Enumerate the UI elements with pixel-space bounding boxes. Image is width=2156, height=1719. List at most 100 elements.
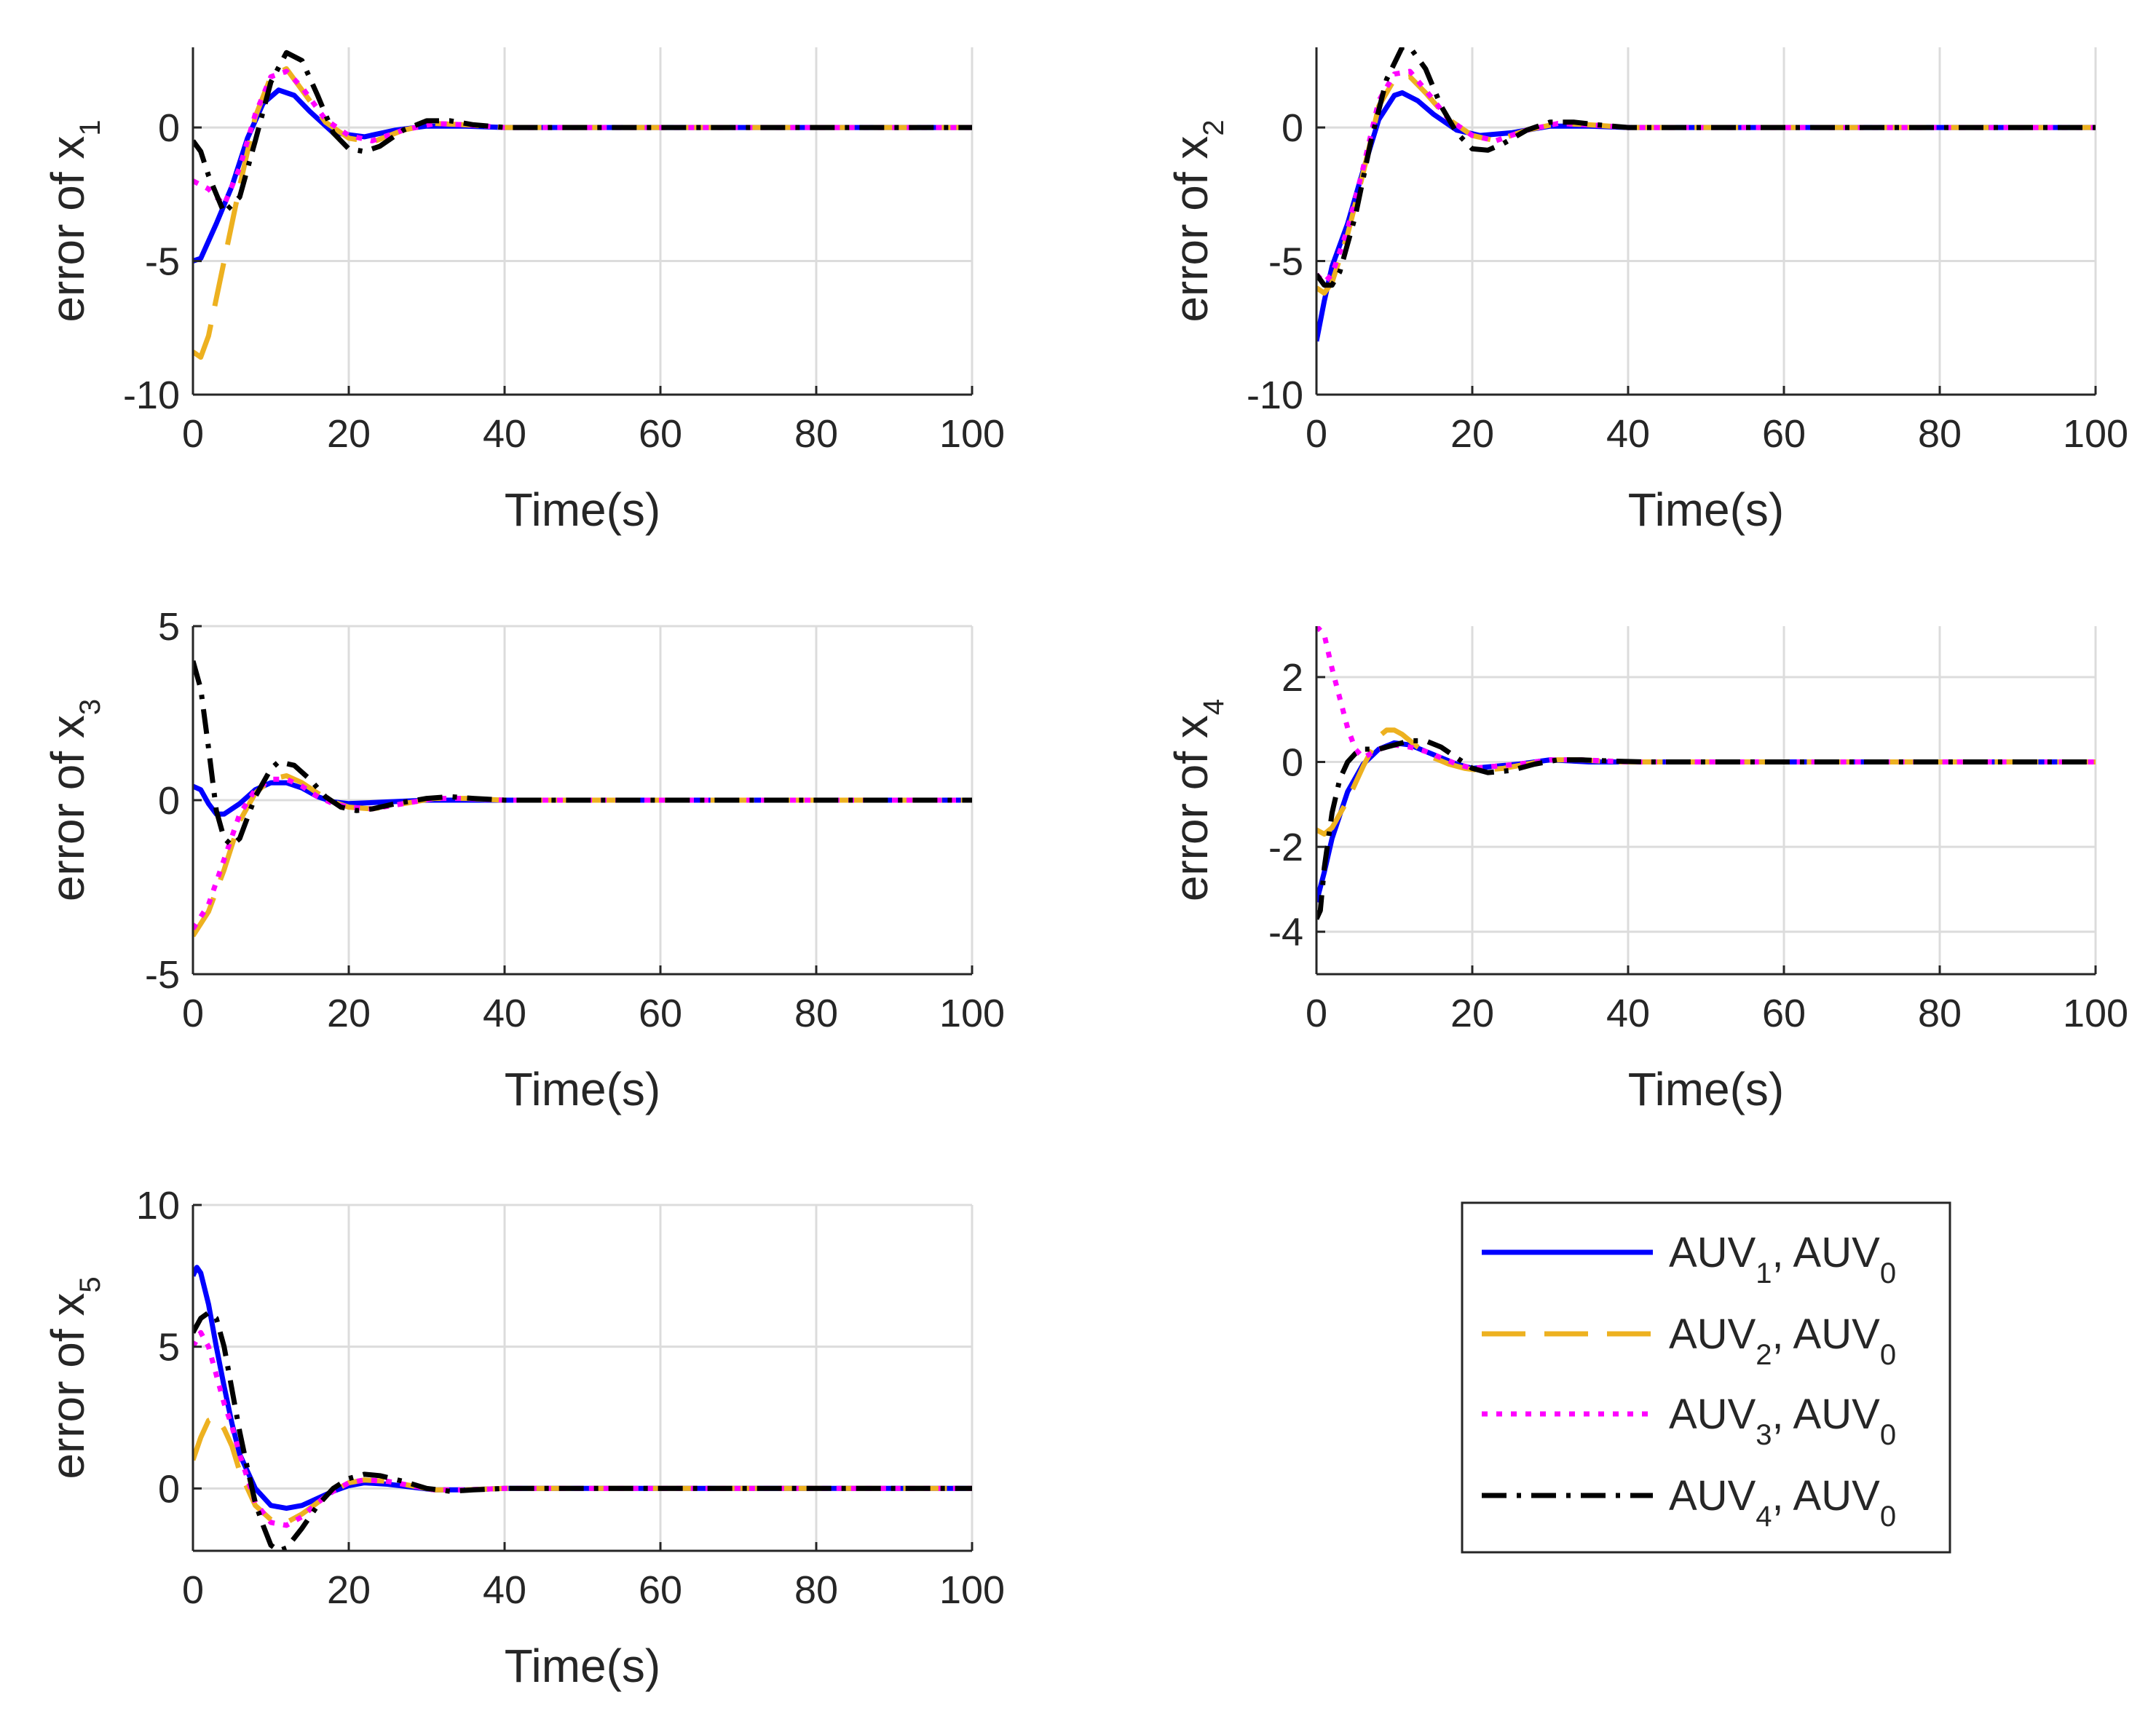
legend-entry-auv4: AUV4, AUV0 (1482, 1472, 1896, 1533)
legend-label-main2: AUV (1793, 1391, 1881, 1438)
series-line-auv4 (193, 1310, 972, 1551)
y-axis-label-main: error of x (42, 1293, 94, 1479)
y-axis-label: error of x1 (42, 119, 106, 322)
subplot-2: 0 20 40 60 80 100 -10 -5 0 Time(s) error of x2 (1165, 47, 2128, 536)
x-axis-label: Time(s) (1628, 483, 1784, 536)
x-tick-label: 20 (327, 992, 371, 1035)
series-line-auv4 (1316, 47, 2096, 288)
x-tick-label: 80 (794, 1568, 838, 1612)
y-tick-label: -5 (1268, 240, 1303, 284)
x-axis-label: Time(s) (505, 1063, 660, 1115)
y-axis-label: error of x4 (1165, 699, 1230, 901)
x-tick-label: 20 (327, 1568, 371, 1612)
y-axis-label: error of x5 (42, 1276, 106, 1479)
y-axis-label-main: error of x (1165, 715, 1217, 901)
y-axis-label-main: error of x (1165, 136, 1217, 323)
legend-entry-auv3: AUV3, AUV0 (1482, 1391, 1896, 1451)
x-tick-label: 40 (1606, 992, 1650, 1035)
y-axis-label-subscript: 5 (74, 1276, 106, 1292)
legend-label: AUV1, AUV0 (1669, 1229, 1896, 1289)
y-axis-label-subscript: 3 (74, 699, 106, 715)
x-tick-label: 100 (2063, 412, 2128, 456)
y-axis-label-main: error of x (42, 136, 94, 323)
x-tick-label: 60 (639, 992, 682, 1035)
x-tick-label: 60 (1762, 412, 1806, 456)
legend-label-main: AUV (1669, 1472, 1756, 1520)
x-tick-label: 80 (794, 992, 838, 1035)
legend-label-subscript2: 0 (1880, 1339, 1896, 1371)
y-tick-label: -5 (145, 240, 180, 284)
y-tick-label: 10 (136, 1184, 180, 1228)
series-line-auv2 (193, 773, 972, 938)
legend-label-subscript2: 0 (1880, 1257, 1896, 1289)
legend-label-subscript: 2 (1756, 1339, 1772, 1371)
plot-area (1316, 626, 2096, 974)
legend-label-subscript: 4 (1756, 1501, 1772, 1533)
legend-label-separator: , (1772, 1229, 1793, 1276)
legend-label-separator: , (1772, 1391, 1793, 1438)
x-tick-label: 20 (1450, 992, 1494, 1035)
legend-label-main2: AUV (1793, 1311, 1881, 1358)
y-tick-label: 0 (158, 106, 180, 150)
legend-label: AUV3, AUV0 (1669, 1391, 1896, 1451)
x-tick-label: 20 (327, 412, 371, 456)
x-axis-label: Time(s) (505, 483, 660, 536)
x-tick-label: 0 (182, 992, 204, 1035)
legend-label-subscript2: 0 (1880, 1419, 1896, 1451)
legend-label-main: AUV (1669, 1391, 1756, 1438)
y-tick-label: 2 (1282, 656, 1303, 700)
y-axis-label-subscript: 4 (1198, 699, 1230, 715)
x-tick-label: 0 (182, 412, 204, 456)
x-tick-label: 40 (1606, 412, 1650, 456)
x-axis-label: Time(s) (1628, 1063, 1784, 1115)
x-tick-label: 0 (1306, 412, 1327, 456)
legend-entry-auv2: AUV2, AUV0 (1482, 1311, 1896, 1371)
y-tick-label: -5 (145, 953, 180, 997)
legend-label-separator: , (1772, 1472, 1793, 1520)
y-tick-label: 5 (158, 605, 180, 649)
legend-label-subscript2: 0 (1880, 1501, 1896, 1533)
x-tick-label: 100 (939, 1568, 1005, 1612)
y-tick-label: 0 (158, 779, 180, 823)
legend-label: AUV4, AUV0 (1669, 1472, 1896, 1533)
x-tick-label: 80 (1918, 412, 1962, 456)
x-tick-label: 100 (939, 412, 1005, 456)
subplot-1: 0 20 40 60 80 100 -10 -5 0 Time(s) error of x1 (42, 47, 1005, 536)
series-line-auv4 (193, 660, 972, 848)
x-tick-label: 80 (794, 412, 838, 456)
x-tick-label: 0 (1306, 992, 1327, 1035)
plot-area (193, 1205, 972, 1551)
y-tick-label: 0 (1282, 741, 1303, 785)
legend-entry-auv1: AUV1, AUV0 (1482, 1229, 1896, 1289)
x-tick-label: 40 (483, 1568, 526, 1612)
x-tick-label: 0 (182, 1568, 204, 1612)
y-axis-label-subscript: 1 (74, 119, 106, 135)
y-tick-label: -4 (1268, 911, 1303, 955)
x-tick-label: 100 (939, 992, 1005, 1035)
x-tick-label: 40 (483, 412, 526, 456)
series-line-auv4 (193, 50, 972, 216)
legend-label-main2: AUV (1793, 1472, 1881, 1520)
series-line-auv3 (1316, 68, 2096, 285)
series-line-auv3 (193, 776, 972, 930)
legend-label-subscript: 3 (1756, 1419, 1772, 1451)
legend-label-main: AUV (1669, 1311, 1756, 1358)
plot-area (1316, 47, 2096, 395)
legend-label: AUV2, AUV0 (1669, 1311, 1896, 1371)
y-axis-label: error of x3 (42, 699, 106, 901)
y-tick-label: -10 (123, 374, 180, 417)
y-axis-label-subscript: 2 (1198, 119, 1230, 135)
y-tick-label: -10 (1247, 374, 1303, 417)
y-axis-label-main: error of x (42, 715, 94, 901)
y-tick-label: 0 (1282, 106, 1303, 150)
x-tick-label: 40 (483, 992, 526, 1035)
legend-label-main2: AUV (1793, 1229, 1881, 1276)
y-tick-label: -2 (1268, 826, 1303, 869)
legend-label-separator: , (1772, 1311, 1793, 1358)
subplot-4: 0 20 40 60 80 100 -4 -2 0 2 Time(s) error of x4 (1165, 626, 2128, 1115)
legend-label-main: AUV (1669, 1229, 1756, 1276)
legend-label-subscript: 1 (1756, 1257, 1772, 1289)
